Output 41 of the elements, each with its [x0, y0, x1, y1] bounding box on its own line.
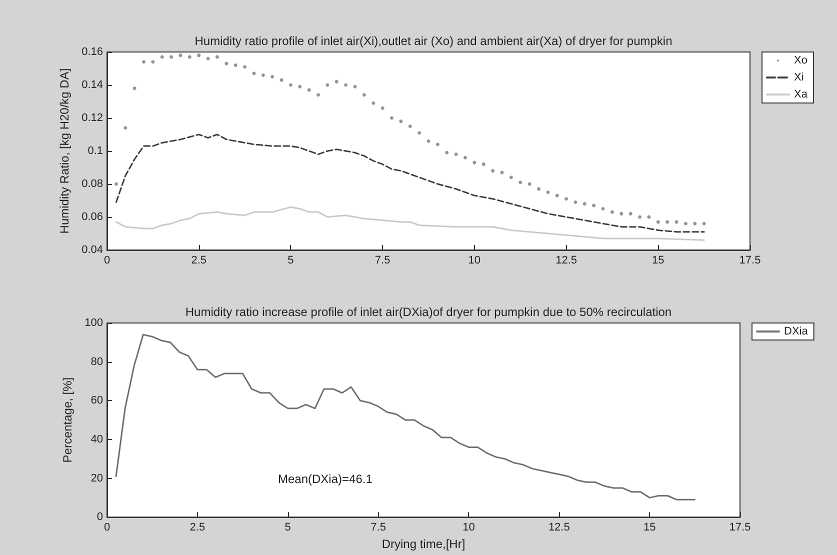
y-tick-label: 0.14 [82, 79, 103, 91]
x-tick-label: 5 [288, 254, 294, 266]
y-tick-label: 80 [90, 356, 103, 368]
y-tick-label: 0.1 [88, 145, 103, 157]
x-tick-label: 10 [468, 254, 481, 266]
legend-label: Xa [794, 88, 808, 100]
x-tick-label: 15 [643, 522, 656, 534]
x-tick-label: 15 [652, 254, 664, 266]
y-tick-label: 0.16 [82, 46, 103, 58]
x-tick-label: 12.5 [556, 254, 577, 266]
y-tick-label: 0.08 [82, 178, 103, 190]
legend-label: DXia [784, 326, 809, 338]
text: Xo [794, 54, 808, 66]
x-axis-title: Drying time,[Hr] [382, 537, 466, 551]
line-series [115, 334, 696, 500]
chart-title: Humidity ratio profile of inlet air(Xi),outlet air (Xo) and ambient air(Xa) of dryer for pumpkin [194, 34, 672, 48]
x-tick-label: 2.5 [191, 254, 207, 266]
y-tick-label: 20 [90, 472, 103, 484]
y-axis-title: Percentage, [%] [60, 377, 75, 463]
x-tick-label: 12.5 [548, 522, 570, 534]
line-series [115, 134, 705, 233]
x-tick-label: 2.5 [190, 522, 206, 534]
line-series [115, 206, 705, 241]
y-tick-label: 40 [90, 433, 103, 446]
y-tick-label: 0.12 [82, 112, 103, 124]
chart-title: Humidity ratio increase profile of inlet air(DXia)of dryer for pumpkin due to 50% recirculation [185, 305, 672, 319]
legend-label: Xi [794, 72, 804, 84]
x-tick-label: 17.5 [729, 522, 751, 534]
x-tick-label: 10 [462, 522, 475, 534]
x-tick-label: 5 [284, 522, 291, 534]
y-tick-label: 60 [90, 394, 103, 407]
x-tick-label: 7.5 [374, 254, 390, 266]
y-tick-label: 100 [84, 317, 103, 329]
x-tick-label: 7.5 [370, 522, 386, 534]
x-tick-label: 17.5 [739, 254, 761, 266]
y-tick-label: 0.06 [82, 211, 103, 223]
y-tick-label: 0.04 [82, 244, 103, 256]
y-tick-label: 0 [96, 511, 103, 524]
y-axis-title: Humidity Ratio, [kg H20/kg DA] [58, 68, 72, 234]
annotation: Mean(DXia)=46.1 [278, 472, 373, 486]
x-tick-label: 0 [104, 254, 110, 266]
